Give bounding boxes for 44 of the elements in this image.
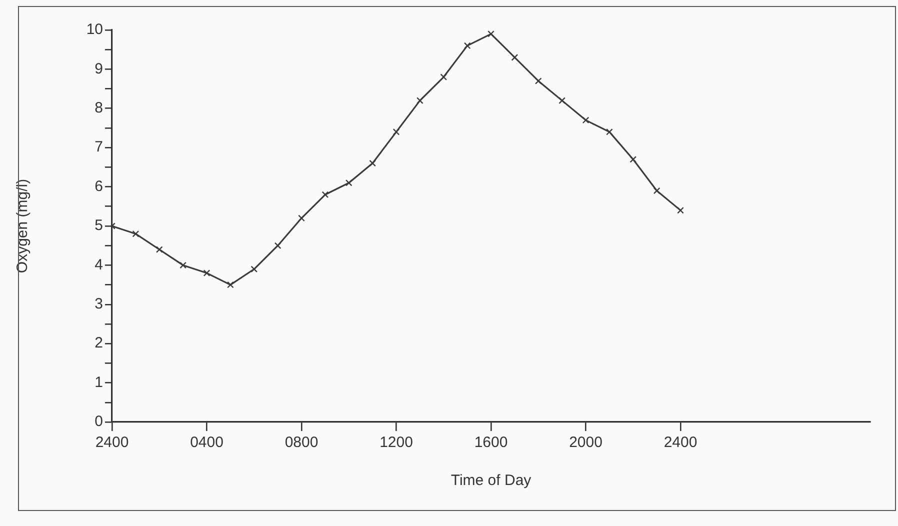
y-tick-label: 8 xyxy=(94,100,103,117)
x-tick-label: 1600 xyxy=(474,434,508,452)
x-tick-label: 2400 xyxy=(95,434,129,452)
y-axis-title: Oxygen (mg/l) xyxy=(14,178,32,274)
point xyxy=(630,156,637,163)
x-axis-title: Time of Day xyxy=(450,472,532,490)
point xyxy=(511,54,518,61)
x-tick-label: 2000 xyxy=(569,434,602,452)
point xyxy=(582,116,590,124)
y-tick-label: 2 xyxy=(94,334,103,352)
point xyxy=(416,97,424,104)
point xyxy=(558,97,566,104)
x-tick-label: 0800 xyxy=(284,434,318,452)
point xyxy=(488,30,494,38)
point xyxy=(156,246,163,253)
x-tick-label: 2400 xyxy=(664,434,698,452)
y-tick-label: 3 xyxy=(94,296,103,313)
x-tick-label: 1200 xyxy=(380,434,413,452)
point xyxy=(464,42,471,50)
point xyxy=(653,187,660,194)
point xyxy=(534,78,542,84)
point xyxy=(227,281,234,288)
y-tick-label: 6 xyxy=(94,178,103,195)
y-tick-label: 1 xyxy=(94,374,103,391)
point xyxy=(606,128,613,136)
point xyxy=(677,206,684,214)
y-tick-label: 4 xyxy=(94,256,103,274)
y-tick-label: 0 xyxy=(94,413,103,430)
y-tick-label: 10 xyxy=(86,21,103,38)
point xyxy=(250,266,258,273)
point xyxy=(274,242,282,250)
point xyxy=(392,128,400,136)
point xyxy=(440,74,448,80)
x-tick-label: 0400 xyxy=(190,434,224,452)
point xyxy=(369,160,376,167)
y-tick-label: 9 xyxy=(94,60,103,78)
y-tick-label: 7 xyxy=(94,138,103,156)
point xyxy=(345,179,352,186)
point xyxy=(298,214,305,222)
point xyxy=(203,270,210,276)
point xyxy=(132,230,140,238)
point xyxy=(180,262,186,269)
y-tick-label: 5 xyxy=(94,217,103,234)
point xyxy=(322,191,329,198)
